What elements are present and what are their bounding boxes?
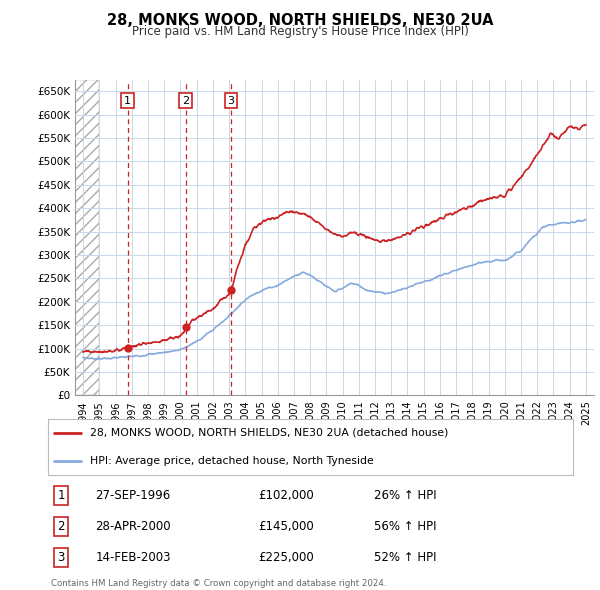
Text: 1: 1 <box>124 96 131 106</box>
Text: £225,000: £225,000 <box>258 551 314 564</box>
Text: £102,000: £102,000 <box>258 489 314 502</box>
Text: 28, MONKS WOOD, NORTH SHIELDS, NE30 2UA: 28, MONKS WOOD, NORTH SHIELDS, NE30 2UA <box>107 13 493 28</box>
Text: 2: 2 <box>58 520 65 533</box>
Text: 28, MONKS WOOD, NORTH SHIELDS, NE30 2UA (detached house): 28, MONKS WOOD, NORTH SHIELDS, NE30 2UA … <box>90 428 448 438</box>
Text: Contains HM Land Registry data © Crown copyright and database right 2024.
This d: Contains HM Land Registry data © Crown c… <box>51 579 386 590</box>
Text: 28-APR-2000: 28-APR-2000 <box>95 520 171 533</box>
Text: HPI: Average price, detached house, North Tyneside: HPI: Average price, detached house, Nort… <box>90 456 374 466</box>
Text: Price paid vs. HM Land Registry's House Price Index (HPI): Price paid vs. HM Land Registry's House … <box>131 25 469 38</box>
Text: 3: 3 <box>227 96 235 106</box>
Text: 56% ↑ HPI: 56% ↑ HPI <box>373 520 436 533</box>
Text: £145,000: £145,000 <box>258 520 314 533</box>
Text: 2: 2 <box>182 96 190 106</box>
Text: 26% ↑ HPI: 26% ↑ HPI <box>373 489 436 502</box>
Text: 14-FEB-2003: 14-FEB-2003 <box>95 551 171 564</box>
Bar <box>75 80 100 395</box>
Text: 1: 1 <box>58 489 65 502</box>
Text: 27-SEP-1996: 27-SEP-1996 <box>95 489 170 502</box>
Text: 52% ↑ HPI: 52% ↑ HPI <box>373 551 436 564</box>
Text: 3: 3 <box>58 551 65 564</box>
